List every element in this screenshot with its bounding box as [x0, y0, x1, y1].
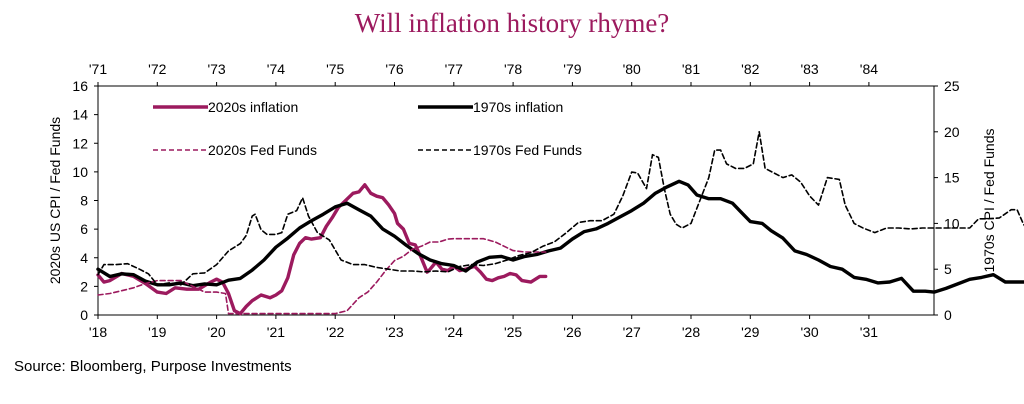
x-tick-label-top: '71 — [89, 61, 107, 77]
x-tick-label-bottom: '22 — [326, 324, 344, 340]
legend-label: 1970s Fed Funds — [473, 142, 582, 158]
y-axis-title-right: 1970s CPI / Fed Funds — [981, 129, 997, 273]
y-tick-label-left: 14 — [72, 107, 88, 123]
x-tick-label-bottom: '28 — [682, 324, 700, 340]
x-tick-label-top: '78 — [504, 61, 522, 77]
y-tick-label-right: 0 — [944, 307, 952, 323]
y-tick-label-right: 5 — [944, 261, 952, 277]
y-tick-label-right: 25 — [944, 78, 960, 94]
x-tick-label-top: '77 — [445, 61, 463, 77]
y-tick-label-left: 4 — [80, 250, 88, 266]
x-tick-label-top: '80 — [623, 61, 641, 77]
x-tick-label-bottom: '21 — [267, 324, 285, 340]
x-tick-label-bottom: '29 — [741, 324, 759, 340]
source-note: Source: Bloomberg, Purpose Investments — [14, 358, 292, 375]
x-tick-label-top: '79 — [563, 61, 581, 77]
x-tick-label-top: '73 — [207, 61, 225, 77]
x-tick-label-bottom: '18 — [89, 324, 107, 340]
x-tick-label-bottom: '20 — [207, 324, 225, 340]
legend-label: 2020s inflation — [208, 99, 298, 115]
y-tick-label-right: 20 — [944, 124, 960, 140]
x-tick-label-top: '82 — [741, 61, 759, 77]
x-tick-label-bottom: '30 — [800, 324, 818, 340]
legend-label: 1970s inflation — [473, 99, 563, 115]
legend-label: 2020s Fed Funds — [208, 142, 317, 158]
y-tick-label-right: 15 — [944, 170, 960, 186]
series-line-2020s-fed-funds — [97, 237, 547, 315]
x-tick-label-top: '81 — [682, 61, 700, 77]
y-tick-label-right: 10 — [944, 215, 960, 231]
x-tick-label-top: '83 — [800, 61, 818, 77]
y-tick-label-left: 12 — [72, 135, 88, 151]
x-tick-label-top: '74 — [267, 61, 285, 77]
x-tick-label-bottom: '26 — [563, 324, 581, 340]
series-line-1970s-inflation — [96, 179, 1024, 294]
x-tick-label-bottom: '27 — [623, 324, 641, 340]
y-axis-title-left: 2020s US CPI / Fed Funds — [47, 117, 63, 284]
x-tick-label-top: '84 — [860, 61, 878, 77]
x-tick-label-top: '75 — [326, 61, 344, 77]
series-line-2020s-inflation — [96, 183, 548, 316]
y-tick-label-left: 16 — [72, 78, 88, 94]
x-tick-label-bottom: '31 — [860, 324, 878, 340]
y-tick-label-left: 8 — [80, 193, 88, 209]
y-tick-label-left: 0 — [80, 307, 88, 323]
y-tick-label-left: 6 — [80, 221, 88, 237]
x-tick-label-bottom: '25 — [504, 324, 522, 340]
chart-title: Will inflation history rhyme? — [354, 8, 670, 38]
x-tick-label-bottom: '19 — [148, 324, 166, 340]
series-line-1970s-fed-funds — [97, 131, 1024, 286]
x-tick-label-bottom: '23 — [385, 324, 403, 340]
x-tick-label-top: '76 — [385, 61, 403, 77]
y-tick-label-left: 2 — [80, 278, 88, 294]
x-tick-label-top: '72 — [148, 61, 166, 77]
x-tick-label-bottom: '24 — [445, 324, 463, 340]
y-tick-label-left: 10 — [72, 164, 88, 180]
